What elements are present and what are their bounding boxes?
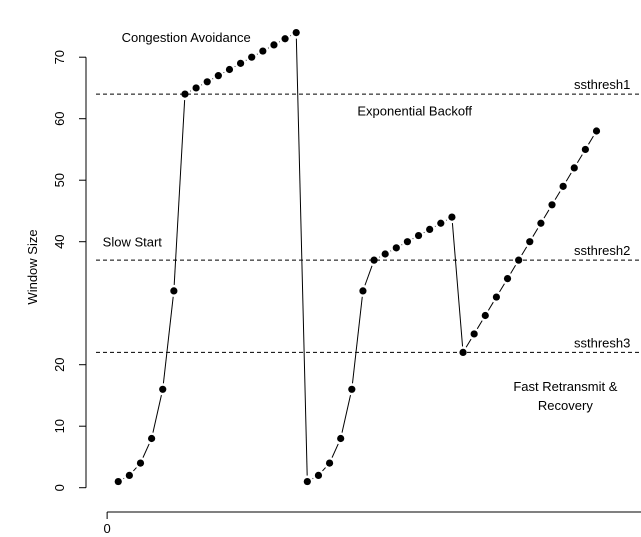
data-point [359,287,367,295]
data-point [136,459,145,467]
y-tick-label: 50 [52,173,67,187]
data-point [414,231,423,240]
y-tick-label: 10 [52,419,67,433]
series-segment [364,265,373,286]
series-segment [476,320,483,330]
y-tick-label: 40 [52,234,67,248]
series-segment [142,443,150,458]
y-axis-label: Window Size [25,229,40,304]
series-segment [133,467,137,472]
data-point [281,35,289,43]
data-point [492,293,501,301]
data-point [125,471,133,479]
series-segment [351,296,363,384]
data-point [170,287,178,295]
y-tick-label: 60 [52,111,67,125]
data-point [515,256,523,264]
data-point [236,59,245,67]
series-segment [451,223,464,347]
y-tick-label: 70 [52,50,67,64]
data-point [348,385,356,393]
x-tick-label: 0 [104,521,111,536]
annotation-text: Recovery [538,398,593,413]
data-point [325,459,334,467]
series-segment [341,395,351,433]
data-point [270,41,278,49]
data-point [303,477,311,486]
data-point [314,471,323,479]
series-segment [588,135,594,145]
threshold-label: ssthresh3 [574,335,630,350]
data-point [481,311,489,320]
data-point [370,256,378,264]
data-point [559,182,567,190]
data-point [459,348,467,356]
series-segment [565,172,572,182]
data-point [581,145,589,154]
series-segment [510,265,516,274]
series-segment [295,38,308,476]
y-tick-label: 0 [52,484,67,491]
series-segment [521,246,528,256]
series-segment [487,301,494,311]
series-segment [465,338,472,348]
data-point [592,127,601,135]
threshold-label: ssthresh1 [574,77,630,92]
series-segment [173,100,186,285]
data-point [392,244,400,252]
data-point [225,65,234,74]
data-point [470,330,478,338]
data-point [526,238,534,246]
annotation-text: Fast Retransmit & [513,379,617,394]
threshold-label: ssthresh2 [574,243,630,258]
series-segment [499,283,505,293]
series-segment [331,443,339,458]
y-tick-label: 20 [52,357,67,371]
series-segment [576,154,583,164]
data-point [537,219,545,227]
data-point [292,28,300,37]
data-point [426,225,434,233]
series-segment [543,209,550,219]
data-point [448,213,456,221]
data-point [248,53,256,61]
annotation-text: Slow Start [103,235,163,250]
data-point [203,78,211,86]
data-point [437,219,445,227]
data-point [548,201,556,209]
data-point [214,72,222,80]
annotation-text: Exponential Backoff [357,104,472,119]
data-point [259,47,267,55]
plot-area: 0 10 20 40 50 60 70 0 ssthresh1 ssthresh2 ssthresh… [52,28,641,536]
annotation-text: Congestion Avoidance [122,30,251,45]
data-point [181,90,189,98]
series-segment [152,395,162,433]
data-point [381,250,389,258]
data-point [503,275,512,283]
data-point [337,434,345,443]
data-point [403,238,412,246]
series-segment [162,296,174,384]
series-segment [322,467,326,472]
data-point [148,434,156,443]
series-segment [532,228,539,237]
data-point [114,477,122,486]
data-point [570,164,578,172]
series-segment [554,191,561,200]
data-point [192,84,200,92]
data-point [159,385,167,393]
